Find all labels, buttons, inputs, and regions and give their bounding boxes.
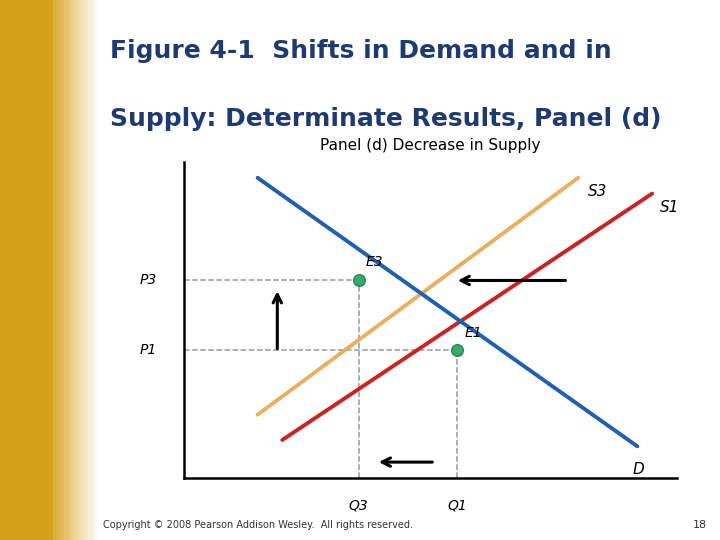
Bar — [91, 0, 93, 540]
Bar — [80, 0, 82, 540]
Point — [353, 276, 364, 285]
Text: Figure 4-1  Shifts in Demand and in: Figure 4-1 Shifts in Demand and in — [109, 39, 611, 63]
Text: P1: P1 — [139, 343, 156, 357]
Text: D: D — [632, 462, 644, 477]
Bar — [62, 0, 64, 540]
Text: S1: S1 — [660, 200, 679, 215]
Bar — [69, 0, 71, 540]
Text: P3: P3 — [139, 273, 156, 287]
Text: S3: S3 — [588, 184, 608, 199]
Bar — [73, 0, 76, 540]
Bar — [0, 0, 53, 540]
Bar — [76, 0, 78, 540]
Bar — [71, 0, 73, 540]
Bar — [64, 0, 66, 540]
Text: Supply: Determinate Results, Panel (d): Supply: Determinate Results, Panel (d) — [109, 107, 661, 131]
Text: Q1: Q1 — [447, 498, 467, 512]
Text: Panel (d) Decrease in Supply: Panel (d) Decrease in Supply — [320, 138, 541, 152]
Text: E1: E1 — [464, 327, 482, 341]
Text: E3: E3 — [366, 255, 384, 269]
Bar — [55, 0, 58, 540]
Text: Q3: Q3 — [348, 498, 369, 512]
Text: 18: 18 — [693, 520, 706, 530]
Bar — [84, 0, 86, 540]
Bar — [66, 0, 69, 540]
Bar — [93, 0, 95, 540]
Bar — [86, 0, 89, 540]
Bar — [82, 0, 84, 540]
Bar — [58, 0, 60, 540]
Bar — [53, 0, 55, 540]
Bar — [89, 0, 91, 540]
Bar — [95, 0, 97, 540]
Bar — [78, 0, 80, 540]
Text: Copyright © 2008 Pearson Addison Wesley.  All rights reserved.: Copyright © 2008 Pearson Addison Wesley.… — [104, 520, 413, 530]
Point — [451, 346, 463, 354]
Bar — [60, 0, 62, 540]
